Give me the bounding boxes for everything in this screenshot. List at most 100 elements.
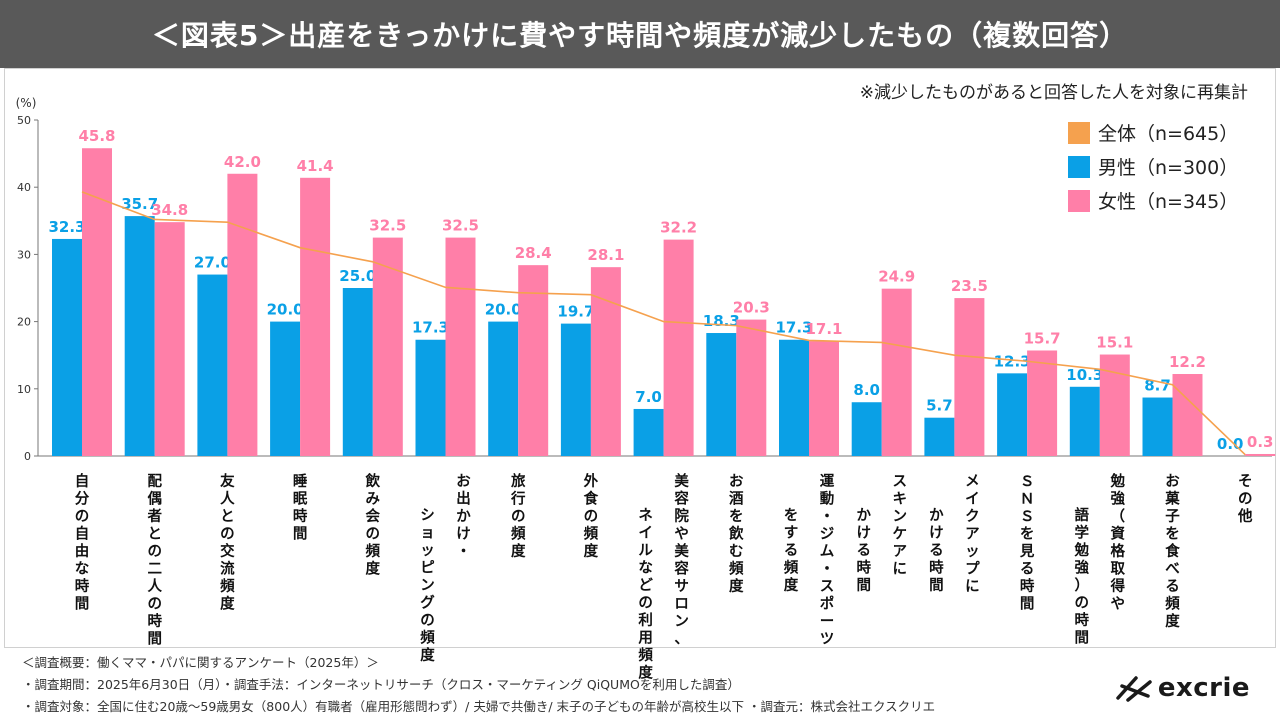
male-value-label: 8.0: [853, 381, 880, 399]
legend-label-male: 男性（n=300）: [1098, 157, 1238, 179]
y-tick-label: 0: [24, 450, 31, 463]
excrie-logo: excrie: [1114, 672, 1250, 704]
male-bar: [851, 402, 882, 456]
female-bar: [82, 148, 112, 456]
category-label: その他: [1237, 474, 1253, 525]
female-bar: [372, 237, 403, 456]
male-bar: [633, 408, 664, 456]
male-bar: [997, 373, 1028, 456]
female-value-label: 23.5: [951, 277, 988, 295]
female-bar: [954, 298, 985, 456]
male-bar: [52, 238, 82, 456]
survey-period: ・調査期間：2025年6月30日（月）・調査手法：インターネットリサーチ（クロス…: [22, 677, 740, 692]
female-bar: [227, 173, 258, 456]
female-bar: [590, 267, 621, 456]
y-tick-label: 20: [17, 316, 31, 329]
female-bar: [1099, 354, 1130, 456]
male-bar: [488, 321, 519, 456]
header-bar: ＜図表5＞出産をきっかけに費やす時間や頻度が減少したもの（複数回答）: [0, 0, 1280, 68]
male-value-label: 25.0: [339, 267, 376, 285]
male-value-label: 12.3: [994, 352, 1031, 370]
female-value-label: 15.7: [1024, 329, 1061, 347]
category-label: お酒を飲む頻度: [728, 473, 744, 595]
female-bar: [881, 288, 912, 456]
male-value-label: 17.3: [775, 319, 812, 337]
category-label: ＳＮＳを見る時間: [1019, 474, 1035, 613]
female-value-label: 28.4: [515, 244, 552, 262]
male-value-label: 17.3: [412, 319, 449, 337]
category-label: スキンケアに: [892, 474, 907, 578]
overall-line: [81, 191, 1246, 456]
female-bar: [300, 177, 331, 457]
chart-note: ※減少したものがあると回答した人を対象に再集計: [859, 83, 1248, 103]
female-bar: [1172, 374, 1203, 456]
male-bar: [415, 339, 446, 456]
male-bar: [124, 216, 155, 456]
female-bar: [518, 265, 549, 456]
category-label: かける時間: [856, 507, 871, 594]
female-value-label: 34.8: [151, 201, 188, 219]
category-label: 自分の自由な時間: [75, 472, 90, 613]
male-value-label: 27.0: [194, 254, 231, 272]
male-value-label: 7.0: [635, 388, 662, 406]
female-value-label: 32.5: [369, 217, 406, 235]
female-value-label: 32.2: [660, 219, 697, 237]
category-label: 配偶者との二人の時間: [147, 473, 162, 648]
male-value-label: 32.3: [48, 218, 85, 236]
male-value-label: 20.0: [485, 301, 522, 319]
female-value-label: 12.2: [1169, 353, 1206, 371]
category-label: 友人との交流頻度: [220, 472, 235, 613]
female-value-label: 42.0: [224, 153, 261, 171]
male-bar: [270, 321, 301, 456]
female-value-label: 41.4: [297, 157, 334, 175]
male-bar: [342, 288, 373, 456]
male-value-label: 20.0: [267, 301, 304, 319]
category-label: メイクアップに: [965, 474, 980, 595]
female-bar: [445, 237, 476, 456]
male-value-label: 5.7: [926, 397, 953, 415]
excrie-logo-mark-icon: [1116, 676, 1152, 702]
category-label: ショッピングの頻度: [420, 508, 435, 664]
survey-footer: ＜調査概要：働くママ・パパに関するアンケート（2025年）＞ ・調査期間：202…: [22, 652, 935, 718]
male-bar: [706, 333, 737, 456]
male-bar: [924, 417, 955, 456]
female-bar: [809, 341, 839, 456]
category-label: をする頻度: [784, 507, 799, 594]
female-bar: [1245, 453, 1276, 456]
survey-overview: ＜調査概要：働くママ・パパに関するアンケート（2025年）＞: [22, 655, 379, 670]
y-tick-label: 40: [17, 181, 31, 194]
female-bar: [1027, 350, 1058, 456]
male-value-label: 10.3: [1066, 366, 1103, 384]
male-bar: [197, 274, 228, 456]
category-label: 外食の頻度: [584, 472, 599, 560]
male-bar: [1142, 397, 1173, 456]
female-bar: [663, 239, 694, 456]
female-bar: [736, 319, 767, 456]
category-label: お出かけ・: [456, 473, 471, 560]
logo-text: excrie: [1157, 673, 1250, 703]
category-label: 勉強（資格取得や: [1110, 472, 1126, 613]
survey-target: ・調査対象：全国に住む20歳～59歳男女（800人）有職者（雇用形態問わず）/ …: [22, 699, 936, 714]
female-value-label: 28.1: [587, 246, 624, 264]
y-tick-label: 10: [17, 383, 31, 396]
category-label: 語学勉強）の時間: [1074, 506, 1090, 647]
female-bar: [154, 222, 185, 456]
female-value-label: 45.8: [78, 127, 115, 145]
legend-label-female: 女性（n=345）: [1098, 191, 1238, 213]
legend-swatch-male: [1068, 156, 1090, 178]
male-bar: [560, 323, 591, 456]
female-value-label: 24.9: [878, 268, 915, 286]
legend-label-overall: 全体（n=645）: [1098, 123, 1238, 145]
category-label: かける時間: [929, 507, 944, 594]
y-tick-label: 30: [17, 248, 31, 261]
category-label: 旅行の頻度: [510, 472, 526, 560]
category-label: ネイルなどの利用頻度: [638, 507, 653, 682]
female-value-label: 32.5: [442, 217, 479, 235]
y-unit-label: (%): [16, 96, 37, 110]
male-bar: [779, 339, 809, 456]
female-value-label: 20.3: [733, 299, 770, 317]
legend-swatch-female: [1068, 190, 1090, 212]
page-title: ＜図表5＞出産をきっかけに費やす時間や頻度が減少したもの（複数回答）: [151, 19, 1129, 52]
category-label: お菓子を食べる頻度: [1164, 473, 1180, 630]
